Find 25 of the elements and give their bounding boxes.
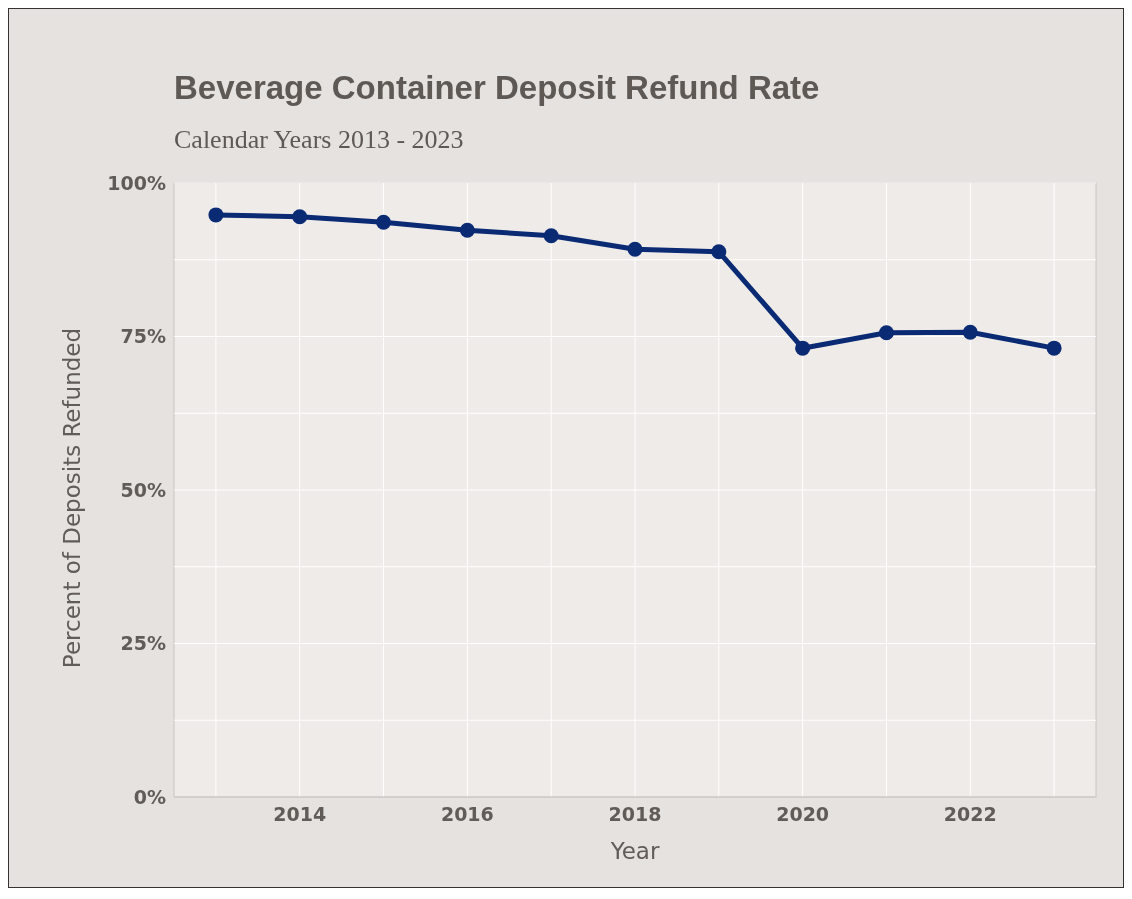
x-tick-label: 2018 (608, 803, 662, 825)
point (292, 209, 308, 225)
x-tick-label: 2016 (440, 803, 494, 825)
point (376, 214, 392, 230)
x-tick-label: 2022 (943, 803, 997, 825)
y-tick-label: 0% (133, 785, 166, 808)
chart-title: Beverage Container Deposit Refund Rate (174, 69, 820, 106)
point (795, 340, 811, 356)
point (878, 325, 894, 341)
y-tick-label: 25% (120, 632, 166, 655)
x-tick-label: 2020 (776, 803, 830, 825)
y-tick-label: 100% (107, 171, 166, 194)
chart-subtitle: Calendar Years 2013 - 2023 (174, 125, 464, 154)
point (711, 244, 727, 260)
point (543, 228, 559, 244)
point (962, 324, 978, 340)
point (208, 207, 224, 223)
y-tick-label: 75% (120, 325, 166, 348)
x-tick-label: 2014 (273, 803, 327, 825)
y-tick-label: 50% (120, 478, 166, 501)
point (627, 241, 643, 257)
y-axis-title: Percent of Deposits Refunded (59, 327, 85, 669)
point (459, 222, 475, 238)
point (1046, 340, 1062, 356)
x-axis-title: Year (609, 838, 660, 864)
